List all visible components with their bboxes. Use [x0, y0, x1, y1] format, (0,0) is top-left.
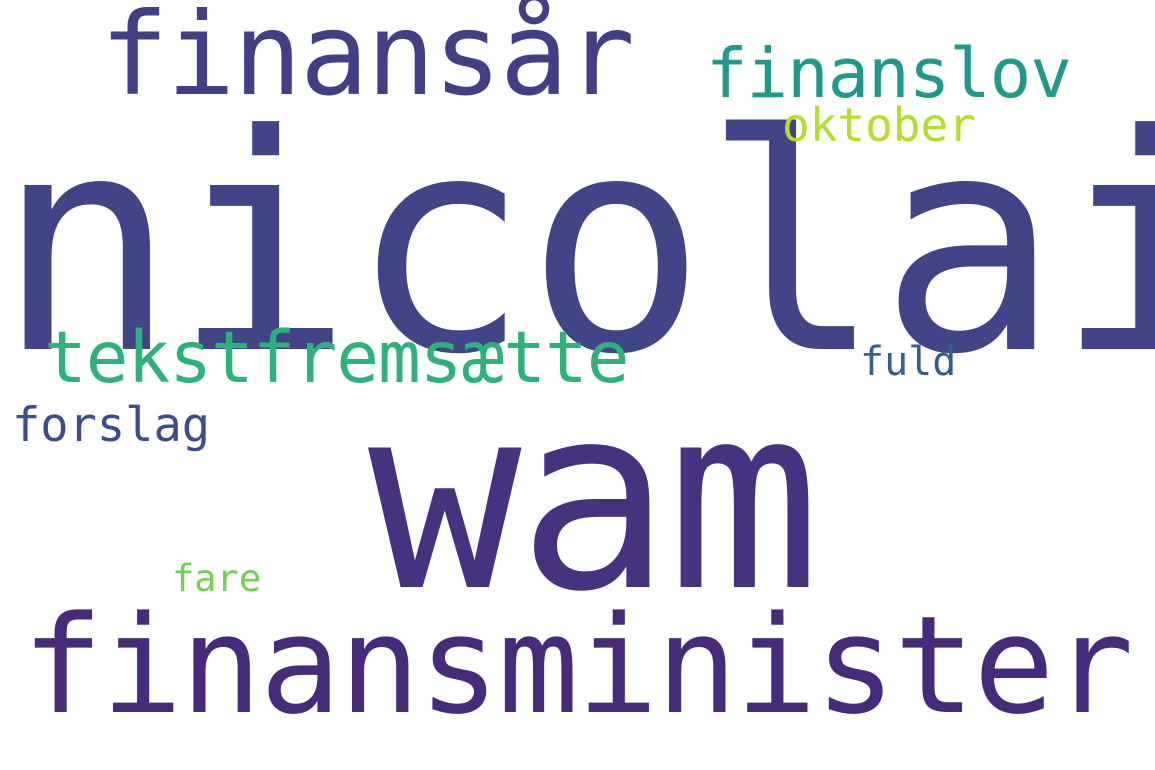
word-fare: fare [172, 557, 262, 600]
word-fuld: fuld [860, 339, 957, 385]
word-tekstfremsaette: tekstfremsætte [44, 316, 629, 399]
word-finansar: finansår [100, 0, 635, 121]
word-forslag: forslag [12, 398, 211, 453]
word-wam: wam [368, 351, 821, 648]
word-nicolai: nicolai [0, 71, 1155, 420]
word-finanslov: finanslov [706, 34, 1072, 114]
word-finansminister: finansminister [22, 587, 1134, 744]
word-oktober: oktober [782, 98, 976, 152]
